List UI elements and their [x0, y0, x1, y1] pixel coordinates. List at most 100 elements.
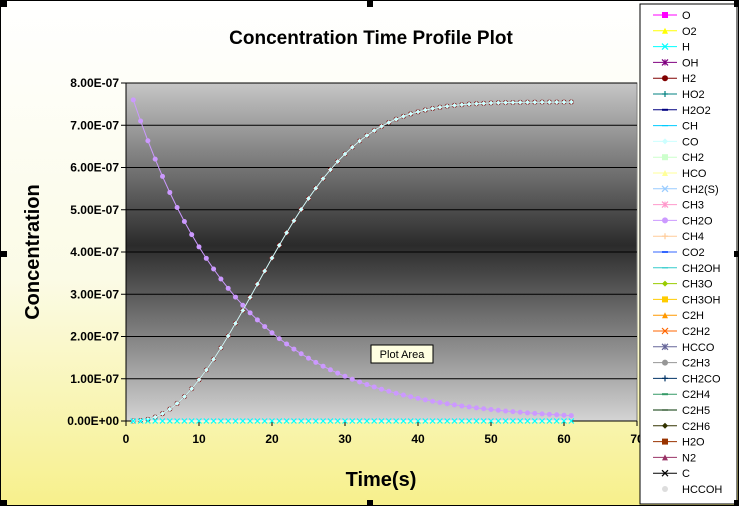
- x-tick-label: 10: [192, 432, 206, 446]
- legend-marker: [662, 280, 668, 287]
- legend-item-hcco[interactable]: HCCO: [653, 342, 715, 354]
- data-point-h: [393, 418, 400, 424]
- legend-item-h2o[interactable]: H2O: [653, 437, 705, 449]
- legend-label: CH3O: [682, 279, 713, 291]
- resize-handle-middle-left[interactable]: [1, 251, 7, 257]
- data-point-co: [568, 99, 574, 105]
- legend-item-ch3oh[interactable]: CH3OH: [653, 294, 721, 306]
- resize-handle-bottom-right[interactable]: [734, 500, 739, 506]
- data-point-ch2o: [532, 410, 538, 416]
- resize-handle-bottom-left[interactable]: [1, 500, 7, 506]
- legend-item-hccoh[interactable]: HCCOH: [653, 484, 722, 496]
- legend-marker: [662, 91, 668, 97]
- legend-item-n2[interactable]: N2: [653, 452, 696, 464]
- data-point-co: [379, 123, 384, 129]
- legend-item-oh[interactable]: OH: [653, 57, 699, 69]
- data-point-co: [306, 195, 311, 201]
- data-point-h: [320, 418, 327, 424]
- data-point-ch2o: [546, 411, 552, 417]
- legend-item-o2[interactable]: O2: [653, 26, 697, 38]
- data-point-co: [495, 100, 501, 106]
- legend-item-ho2[interactable]: HO2: [653, 89, 705, 101]
- legend-marker: [661, 469, 669, 477]
- legend-item-c2h4[interactable]: C2H4: [653, 389, 710, 401]
- resize-handle-top-left[interactable]: [1, 1, 7, 7]
- data-point-ch2o: [298, 351, 304, 357]
- series-co: [130, 99, 574, 424]
- data-point-h: [378, 418, 385, 424]
- resize-handle-top-center[interactable]: [367, 1, 373, 7]
- legend-item-ch4[interactable]: CH4: [653, 231, 704, 243]
- legend-item-hco[interactable]: HCO: [653, 168, 707, 180]
- legend-marker: [662, 359, 668, 366]
- legend-marker: [662, 422, 668, 429]
- data-point-h: [298, 418, 305, 424]
- data-point-ch2o: [211, 266, 217, 272]
- legend-label: CH3OH: [682, 294, 721, 306]
- resize-handle-bottom-center[interactable]: [367, 500, 373, 506]
- data-point-ch2o: [196, 244, 202, 250]
- legend-item-ch2co[interactable]: CH2CO: [653, 373, 721, 385]
- data-point-co: [181, 394, 187, 400]
- data-point-h: [196, 418, 202, 424]
- data-point-h: [415, 418, 421, 424]
- legend-item-h[interactable]: H: [653, 42, 690, 54]
- data-point-ch2o: [167, 189, 173, 195]
- x-tick-label: 40: [411, 432, 425, 446]
- legend-item-ch2[interactable]: CH2: [653, 152, 704, 164]
- y-tick-label: 3.00E-07: [70, 287, 119, 301]
- legend-item-h2[interactable]: H2: [653, 73, 696, 85]
- resize-handle-top-right[interactable]: [734, 1, 739, 7]
- data-point-co: [349, 144, 355, 150]
- legend-item-ch3o[interactable]: CH3O: [653, 279, 713, 291]
- data-point-ch2o: [327, 367, 333, 373]
- legend-item-c2h3[interactable]: C2H3: [653, 358, 710, 370]
- data-point-ch2o: [225, 285, 231, 291]
- legend-item-co[interactable]: CO: [653, 136, 699, 148]
- y-tick-label: 6.00E-07: [70, 161, 119, 175]
- legend-item-c2h6[interactable]: C2H6: [653, 421, 710, 433]
- legend-label: CH: [682, 121, 698, 133]
- legend-item-c2h5[interactable]: C2H5: [653, 405, 710, 417]
- data-point-ch2o: [430, 398, 436, 404]
- legend-item-c2h[interactable]: C2H: [653, 310, 704, 322]
- data-point-co: [320, 176, 326, 182]
- legend-marker: [661, 185, 669, 193]
- legend-label: C2H4: [682, 389, 710, 401]
- data-point-h: [144, 418, 151, 424]
- legend-item-ch[interactable]: CH: [653, 121, 698, 133]
- legend-box[interactable]: [639, 3, 738, 505]
- data-point-co: [247, 294, 253, 300]
- legend-marker: [661, 43, 669, 51]
- data-point-ch2o: [386, 388, 392, 394]
- gridlines: [126, 82, 637, 380]
- data-point-co: [532, 99, 538, 105]
- series-ch2o: [130, 97, 574, 419]
- data-point-ch2o: [444, 401, 450, 407]
- legend-label: CO: [682, 136, 699, 148]
- legend-item-ch2oh[interactable]: CH2OH: [653, 263, 721, 275]
- data-point-co: [254, 281, 260, 287]
- data-point-h: [458, 418, 465, 424]
- data-point-ch2o: [174, 204, 180, 210]
- legend-item-c[interactable]: C: [653, 468, 690, 480]
- legend-label: CO2: [682, 247, 705, 259]
- data-point-h: [334, 418, 341, 424]
- legend-item-o[interactable]: O: [653, 10, 691, 22]
- legend-item-ch2o[interactable]: CH2O: [653, 215, 713, 227]
- data-point-co: [452, 102, 457, 108]
- legend-item-c2h2[interactable]: C2H2: [653, 326, 710, 338]
- data-point-ch2o: [422, 397, 428, 403]
- legend-label: H2O2: [682, 105, 711, 117]
- tooltip-text: Plot Area: [380, 349, 426, 361]
- data-point-ch2o: [240, 302, 246, 308]
- x-tick-label: 0: [123, 432, 130, 446]
- data-point-h: [473, 418, 480, 424]
- legend-item-co2[interactable]: CO2: [653, 247, 705, 259]
- legend-item-ch2-s-[interactable]: CH2(S): [653, 184, 719, 196]
- data-point-ch2o: [349, 376, 355, 382]
- legend-item-h2o2[interactable]: H2O2: [653, 105, 711, 117]
- legend-item-ch3[interactable]: CH3: [653, 200, 704, 212]
- resize-handle-middle-right[interactable]: [734, 251, 739, 257]
